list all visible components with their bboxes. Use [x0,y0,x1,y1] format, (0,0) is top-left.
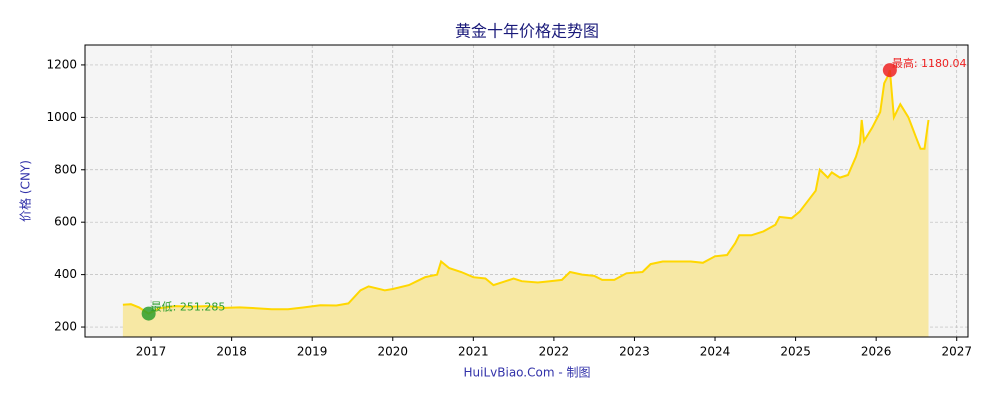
x-tick-label: 2022 [539,345,570,359]
y-tick-label: 1000 [46,110,77,124]
y-tick-label: 600 [54,215,77,229]
y-tick-label: 200 [54,320,77,334]
extreme-marker [882,63,897,78]
plot-frame [84,44,969,338]
annotation: 最高: 1180.04 [892,56,967,70]
x-tick-label: 2018 [216,345,247,359]
x-tick-label: 2027 [941,345,972,359]
x-tick-label: 2026 [861,345,892,359]
line [122,69,930,315]
x-tick-label: 2025 [780,345,811,359]
area [122,70,929,337]
y-tick-label: 800 [54,162,77,176]
y-axis-label: 价格 (CNY) [18,160,33,222]
x-tick-label: 2023 [619,345,650,359]
y-tick-label: 1200 [46,57,77,71]
annotation: 最低: 251.285 [151,301,226,314]
extreme-marker [141,306,156,321]
x-axis-label: HuiLvBiao.Com - 制图 [464,366,591,380]
x-tick-label: 2017 [136,345,167,359]
x-tick-label: 2020 [377,345,408,359]
x-tick-label: 2021 [458,345,489,359]
x-tick-label: 2019 [297,345,328,359]
y-tick-label: 400 [54,267,77,281]
chart-title: 黄金十年价格走势图 [455,22,599,41]
x-tick-label: 2024 [700,345,731,359]
